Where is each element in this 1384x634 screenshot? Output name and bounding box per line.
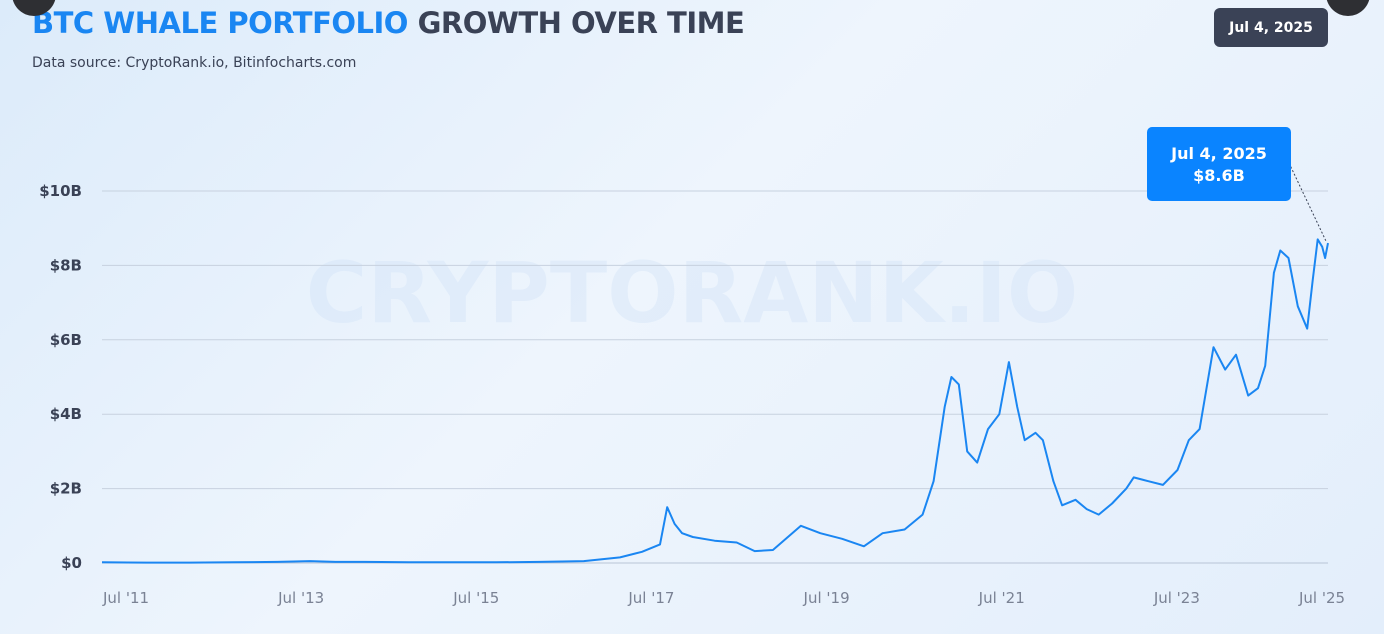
x-tick-label: Jul '25	[1298, 589, 1345, 607]
chart-title-rest: GROWTH OVER TIME	[417, 6, 745, 40]
x-tick-label: Jul '21	[978, 589, 1025, 607]
next-slide-button[interactable]: »	[1326, 0, 1370, 16]
prev-slide-button[interactable]: «	[12, 0, 56, 16]
callout-value: $8.6B	[1193, 166, 1245, 185]
callout-date: Jul 4, 2025	[1170, 144, 1267, 163]
value-callout: Jul 4, 2025 $8.6B	[1147, 127, 1291, 201]
chevron-left-icon: «	[27, 0, 40, 7]
callout-leader-line	[1288, 162, 1327, 242]
x-tick-label: Jul '15	[452, 589, 499, 607]
x-tick-label: Jul '11	[102, 589, 149, 607]
y-tick-label: $8B	[50, 256, 82, 274]
date-badge: Jul 4, 2025	[1214, 8, 1328, 47]
y-tick-label: $4B	[50, 405, 82, 423]
chevron-right-icon: »	[1341, 0, 1354, 7]
watermark: CRYPTORANK.IO	[306, 244, 1079, 342]
y-tick-label: $10B	[39, 182, 82, 200]
callout-box	[1147, 127, 1291, 201]
chart-title-accent: BTC WHALE PORTFOLIO	[32, 6, 408, 40]
y-tick-label: $6B	[50, 331, 82, 349]
x-tick-label: Jul '23	[1153, 589, 1200, 607]
x-axis-ticks: Jul '11 Jul '13 Jul '15 Jul '17 Jul '19 Jul '…	[102, 589, 1345, 607]
data-source-subtitle: Data source: CryptoRank.io, Bitinfochart…	[32, 55, 357, 71]
y-axis-ticks: $0 $2B $4B $6B $8B $10B	[39, 182, 82, 572]
y-tick-label: $2B	[50, 480, 82, 498]
chart-title: BTC WHALE PORTFOLIO GROWTH OVER TIME	[32, 6, 745, 40]
x-tick-label: Jul '19	[803, 589, 850, 607]
gridlines	[102, 190, 1328, 564]
x-tick-label: Jul '17	[627, 589, 674, 607]
series-line	[101, 238, 1329, 564]
y-tick-label: $0	[61, 554, 82, 572]
x-tick-label: Jul '13	[277, 589, 324, 607]
